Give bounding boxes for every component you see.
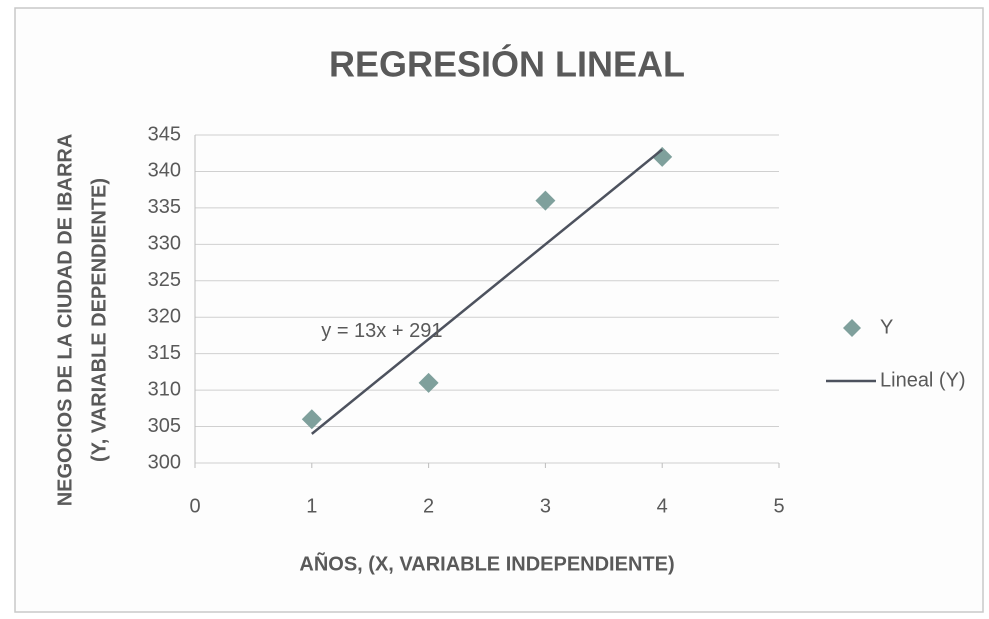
x-tick-label: 4 [657,495,668,517]
y-tick-label: 340 [148,160,181,182]
y-tick-label: 325 [148,269,181,291]
data-point [418,372,439,393]
x-tick-label: 5 [773,495,784,517]
y-tick-label: 345 [148,123,181,145]
y-axis-label: NEGOCIOS DE LA CIUDAD DE IBARRA [54,134,76,507]
y-tick-label: 335 [148,196,181,218]
x-tick-label: 3 [540,495,551,517]
x-tick-label: 1 [306,495,317,517]
chart-title: REGRESIÓN LINEAL [329,43,685,85]
y-tick-label: 315 [148,342,181,364]
y-tick-label: 305 [148,415,181,437]
y-tick-label: 300 [148,451,181,473]
y-tick-label: 320 [148,306,181,328]
equation-label: y = 13x + 291 [321,320,442,342]
data-point [301,409,322,430]
x-tick-label: 2 [423,495,434,517]
legend-marker [843,319,861,337]
y-tick-label: 310 [148,378,181,400]
legend-label: Lineal (Y) [880,369,966,391]
y-tick-label: 330 [148,233,181,255]
x-axis-label: AÑOS, (X, VARIABLE INDEPENDIENTE) [299,552,674,575]
x-tick-label: 0 [189,495,200,517]
data-point [535,190,556,211]
legend-label: Y [880,316,893,338]
data-point [652,146,673,167]
trend-line [311,148,663,435]
chart-frame [14,7,984,613]
y-axis-label: (Y, VARIABLE DEPENDIENTE) [88,178,110,462]
